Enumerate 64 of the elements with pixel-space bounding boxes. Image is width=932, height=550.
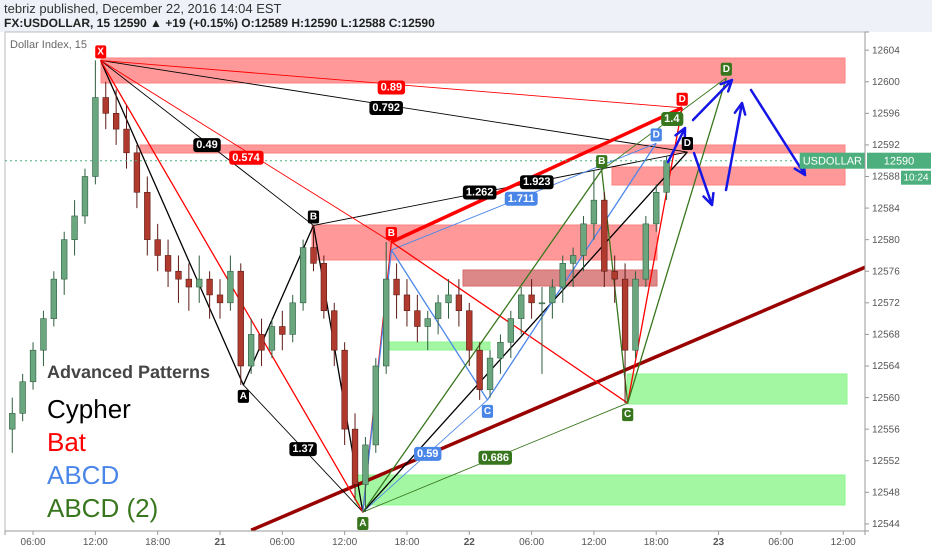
text: ABCD xyxy=(47,460,120,490)
data-label: B xyxy=(598,156,606,168)
annotation: 0.59 xyxy=(417,448,438,460)
y-tick-label: 12556 xyxy=(872,424,900,436)
text: ABCD (2) xyxy=(47,493,158,523)
x-tick-label: 18:00 xyxy=(394,537,420,548)
data-label: C xyxy=(624,409,632,420)
x-tick-label: 12:00 xyxy=(830,537,856,548)
annotation: 1.923 xyxy=(523,176,551,188)
y-tick-label: 12568 xyxy=(872,330,900,341)
y-tick-label: 12564 xyxy=(872,361,900,372)
annotation: 0.686 xyxy=(481,452,510,464)
x-tick-label: 18:00 xyxy=(145,537,171,548)
x-tick-label: 06:00 xyxy=(768,537,794,548)
y-tick-label: 12600 xyxy=(872,76,900,88)
legend-title: Advanced Patterns xyxy=(47,362,210,382)
text: Dollar Index, 15 xyxy=(10,39,88,51)
data-label: B xyxy=(310,211,318,222)
text: tebriz published, December 22, 2016 14:04 EST xyxy=(4,1,282,16)
x-tick-label: 12:00 xyxy=(581,537,607,548)
data-label: B xyxy=(388,228,395,240)
text: Cypher xyxy=(47,394,132,424)
x-tick-label: 06:00 xyxy=(20,537,46,548)
data-label: A xyxy=(240,390,247,402)
y-tick-label: 12544 xyxy=(872,519,900,530)
text: Bat xyxy=(47,427,87,457)
x-tick-label: 21 xyxy=(214,537,226,548)
data-label: D xyxy=(678,94,686,105)
annotation: 1.37 xyxy=(292,443,314,456)
y-tick-label: 12592 xyxy=(872,140,900,152)
data-label: D xyxy=(684,138,692,150)
annotation: 1.711 xyxy=(508,192,535,205)
x-tick-label: 22 xyxy=(464,537,476,548)
data-label: D xyxy=(722,64,730,75)
x-tick-label: 06:00 xyxy=(519,537,545,548)
x-tick-label: 23 xyxy=(712,537,725,548)
text: 10:24 xyxy=(903,172,929,184)
annotation: 0.574 xyxy=(232,152,261,164)
data-label: D xyxy=(652,129,660,140)
y-tick-label: 12552 xyxy=(872,456,900,467)
annotation: 0.89 xyxy=(380,81,402,94)
x-tick-label: 06:00 xyxy=(270,537,296,548)
y-tick-label: 12572 xyxy=(872,298,900,310)
y-tick-label: 12604 xyxy=(872,45,900,56)
y-tick-label: 12576 xyxy=(872,266,900,278)
annotation: 0.49 xyxy=(196,139,218,152)
annotation: 1.4 xyxy=(664,113,680,126)
data-label: A xyxy=(359,518,366,530)
x-tick-label: 18:00 xyxy=(644,537,670,548)
y-tick-label: 12548 xyxy=(872,488,900,499)
annotation: 0.792 xyxy=(372,102,400,114)
y-tick-label: 12560 xyxy=(872,392,900,404)
y-tick-label: 12584 xyxy=(872,203,900,214)
ref-line-label: USDOLLAR xyxy=(802,156,862,168)
y-tick-label: 12588 xyxy=(872,172,900,183)
data-label: X xyxy=(97,46,104,58)
chart-subtitle: FX:USDOLLAR, 15 12590 ▲ +19 (+0.15%) O:12589 H:12590 L:12588 C:12590 xyxy=(4,16,436,30)
data-label: C xyxy=(484,406,492,417)
y-tick-label: 12596 xyxy=(872,108,900,120)
text: 12590 xyxy=(884,156,914,168)
x-tick-label: 12:00 xyxy=(332,537,358,548)
y-tick-label: 12580 xyxy=(872,234,900,246)
annotation: 1.262 xyxy=(466,186,494,198)
x-tick-label: 12:00 xyxy=(82,537,108,548)
